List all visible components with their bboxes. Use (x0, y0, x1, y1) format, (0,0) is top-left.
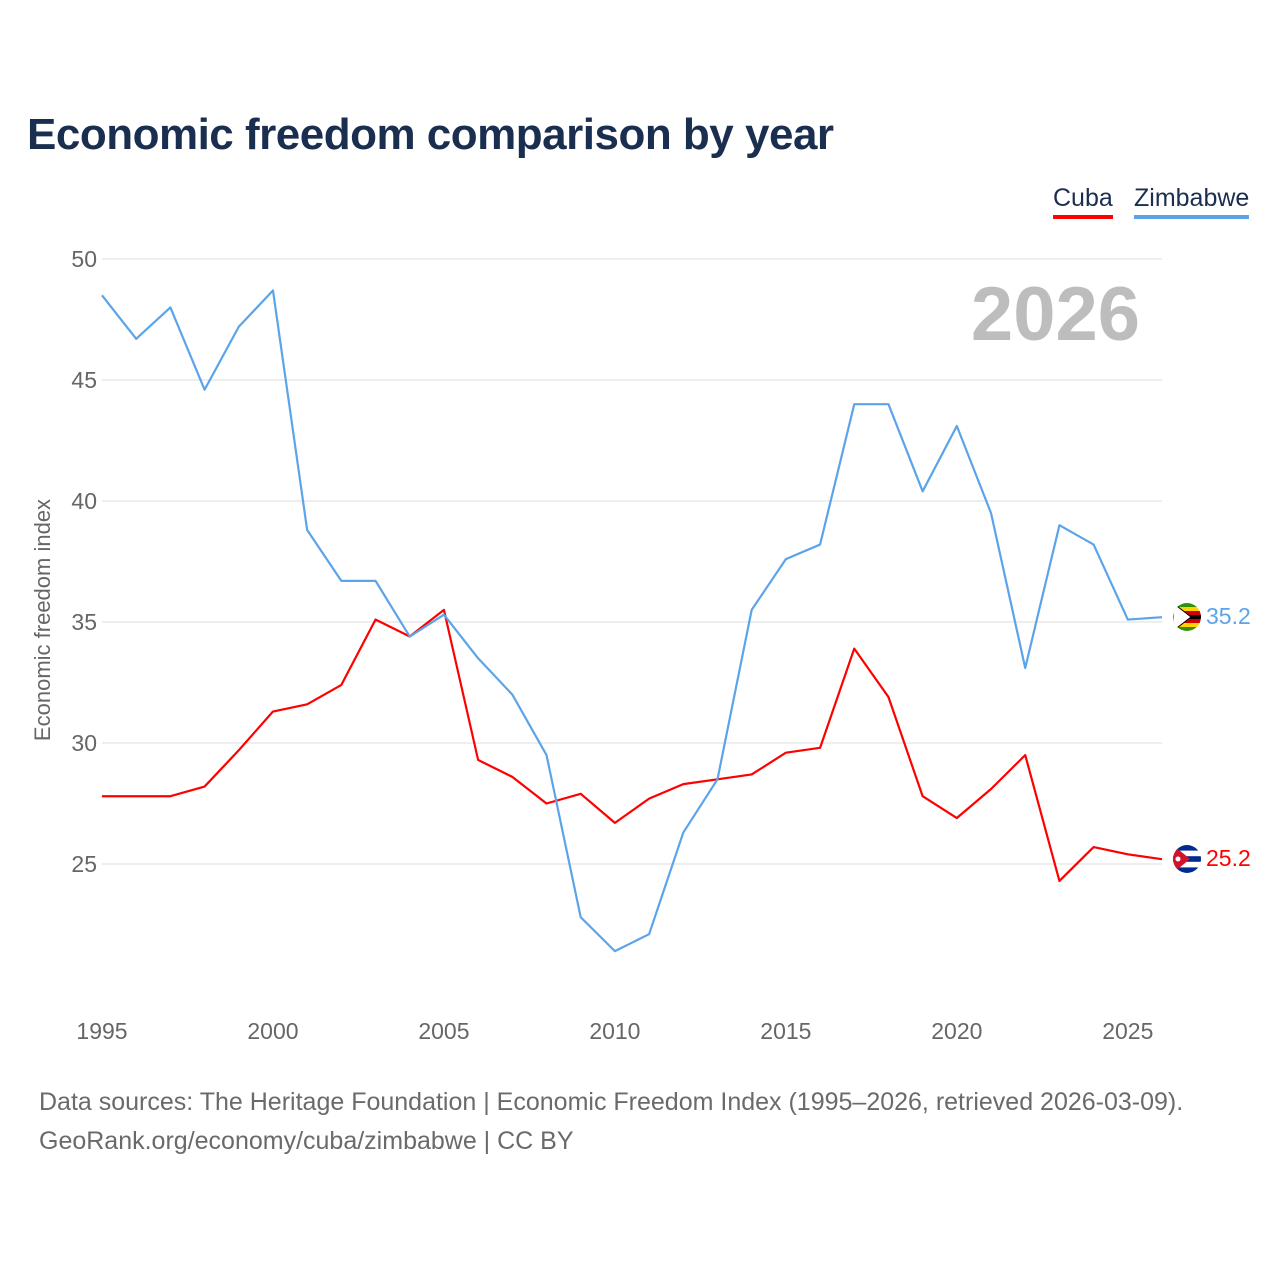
source-line-2[interactable]: GeoRank.org/economy/cuba/zimbabwe | CC B… (39, 1127, 574, 1155)
x-tick-label: 2000 (247, 1018, 298, 1044)
chart-title: Economic freedom comparison by year (27, 110, 834, 159)
x-tick-label: 2005 (418, 1018, 469, 1044)
x-tick-label: 2020 (931, 1018, 982, 1044)
end-label-zimbabwe: 35.2 (1206, 603, 1251, 629)
y-tick-label: 25 (71, 851, 97, 877)
cuba-flag-icon (1173, 845, 1201, 873)
zimbabwe-flag-icon (1173, 603, 1201, 631)
series-line-zimbabwe (101, 289, 1163, 953)
y-tick-label: 45 (71, 367, 97, 393)
y-tick-label: 40 (71, 488, 97, 514)
legend-zimbabwe[interactable]: Zimbabwe (1134, 184, 1250, 219)
x-tick-label: 2025 (1102, 1018, 1153, 1044)
y-axis-label: Economic freedom index (30, 499, 55, 741)
y-tick-label: 30 (71, 730, 97, 756)
year-watermark: 2026 (971, 272, 1140, 357)
x-tick-label: 1995 (76, 1018, 127, 1044)
x-tick-label: 2010 (589, 1018, 640, 1044)
source-line-1: Data sources: The Heritage Foundation | … (39, 1088, 1184, 1116)
end-label-cuba: 25.2 (1206, 845, 1251, 871)
legend-cuba[interactable]: Cuba (1053, 184, 1113, 219)
y-tick-label: 35 (71, 609, 97, 635)
x-tick-label: 2015 (760, 1018, 811, 1044)
y-tick-label: 50 (71, 246, 97, 272)
series-line-cuba (102, 608, 1163, 883)
line-chart: 25 30 35 40 45 50 1995 2000 2005 2010 2015 2020 2025… (30, 246, 1251, 1044)
